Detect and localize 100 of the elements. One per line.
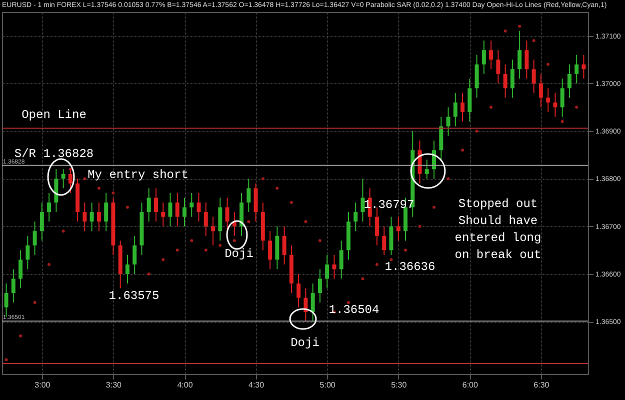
annotation: Doji — [290, 336, 320, 350]
candlestick — [574, 54, 579, 84]
candlestick — [132, 235, 137, 274]
candlestick — [211, 216, 216, 246]
candlestick — [96, 202, 101, 232]
annotation: My entry short — [88, 168, 188, 182]
point — [83, 177, 86, 180]
candlestick — [396, 216, 400, 242]
candlestick — [453, 92, 458, 127]
point — [162, 258, 165, 262]
candlestick — [40, 202, 44, 242]
candlestick — [524, 40, 529, 80]
point — [276, 186, 279, 190]
point — [461, 148, 464, 152]
candlestick — [318, 268, 322, 304]
candlestick — [518, 30, 522, 80]
candlestick — [82, 202, 87, 232]
point — [318, 239, 322, 242]
candlestick — [54, 168, 58, 213]
point — [19, 334, 22, 338]
candlestick — [354, 202, 358, 232]
point — [346, 301, 350, 304]
candlestick — [275, 226, 280, 270]
x-tick-label: 3:30 — [106, 380, 122, 390]
point — [390, 258, 393, 262]
point — [4, 358, 8, 362]
point — [546, 62, 550, 66]
point — [147, 272, 150, 276]
candlestick — [254, 182, 258, 222]
candlestick — [382, 226, 386, 256]
candlestick — [18, 250, 23, 289]
candlestick — [374, 206, 379, 246]
point — [518, 24, 522, 28]
candlestick — [567, 64, 572, 98]
candlestick — [538, 73, 543, 108]
point — [33, 301, 36, 304]
point — [432, 206, 436, 209]
point — [361, 277, 364, 280]
candlestick — [296, 273, 301, 308]
candlestick — [532, 59, 536, 94]
x-tick-label: 4:30 — [248, 380, 265, 390]
candlestick — [474, 54, 479, 98]
candlestick — [360, 178, 365, 222]
point — [404, 248, 407, 252]
point — [261, 177, 264, 180]
candlestick — [339, 240, 344, 280]
candlestick — [482, 40, 486, 74]
point — [560, 120, 564, 124]
candlestick — [168, 192, 172, 227]
annotation: 1.36636 — [384, 260, 436, 274]
point — [62, 230, 65, 233]
point — [97, 186, 100, 190]
candlestick — [125, 254, 130, 284]
x-tick-label: 5:30 — [391, 380, 408, 390]
point — [112, 192, 115, 194]
point — [418, 224, 422, 228]
candlestick — [11, 268, 16, 304]
candlestick — [175, 192, 180, 227]
candlestick — [204, 202, 208, 236]
candlestick — [332, 254, 336, 280]
candlestick — [190, 192, 194, 218]
candlestick — [510, 59, 514, 98]
candlestick — [26, 235, 30, 270]
candlestick — [68, 168, 72, 194]
point — [68, 168, 72, 171]
point — [375, 262, 378, 266]
point — [504, 30, 507, 33]
candlestick — [225, 197, 230, 232]
candlestick — [439, 116, 444, 160]
annotation: Doji — [224, 247, 254, 261]
candlestick — [104, 192, 108, 232]
x-tick-label: 6:30 — [534, 380, 550, 390]
candlestick — [161, 202, 166, 227]
x-tick-label: 4:00 — [177, 380, 194, 390]
x-tick-label: 3:00 — [34, 380, 51, 390]
point — [218, 244, 222, 247]
candlestick — [582, 54, 586, 80]
point — [176, 248, 179, 252]
annotation: Open Line — [22, 108, 86, 122]
candlestick — [496, 50, 500, 84]
candlestick — [460, 92, 465, 122]
candlestick — [424, 159, 429, 180]
point — [290, 201, 293, 204]
candlestick — [61, 168, 66, 189]
point — [446, 177, 450, 180]
candlestick — [154, 188, 158, 222]
candlestick — [218, 197, 222, 242]
candlestick — [553, 92, 558, 118]
point — [475, 130, 478, 133]
candlestick — [503, 64, 508, 98]
point — [126, 206, 129, 209]
point — [247, 220, 250, 224]
candlestick — [418, 140, 422, 184]
annotation: 1.36504 — [328, 303, 380, 317]
x-tick-label: 6:00 — [462, 380, 478, 390]
candlestick — [468, 78, 472, 122]
point — [575, 106, 578, 109]
candlestick — [182, 197, 186, 227]
point — [48, 262, 51, 266]
candlestick — [90, 202, 94, 232]
